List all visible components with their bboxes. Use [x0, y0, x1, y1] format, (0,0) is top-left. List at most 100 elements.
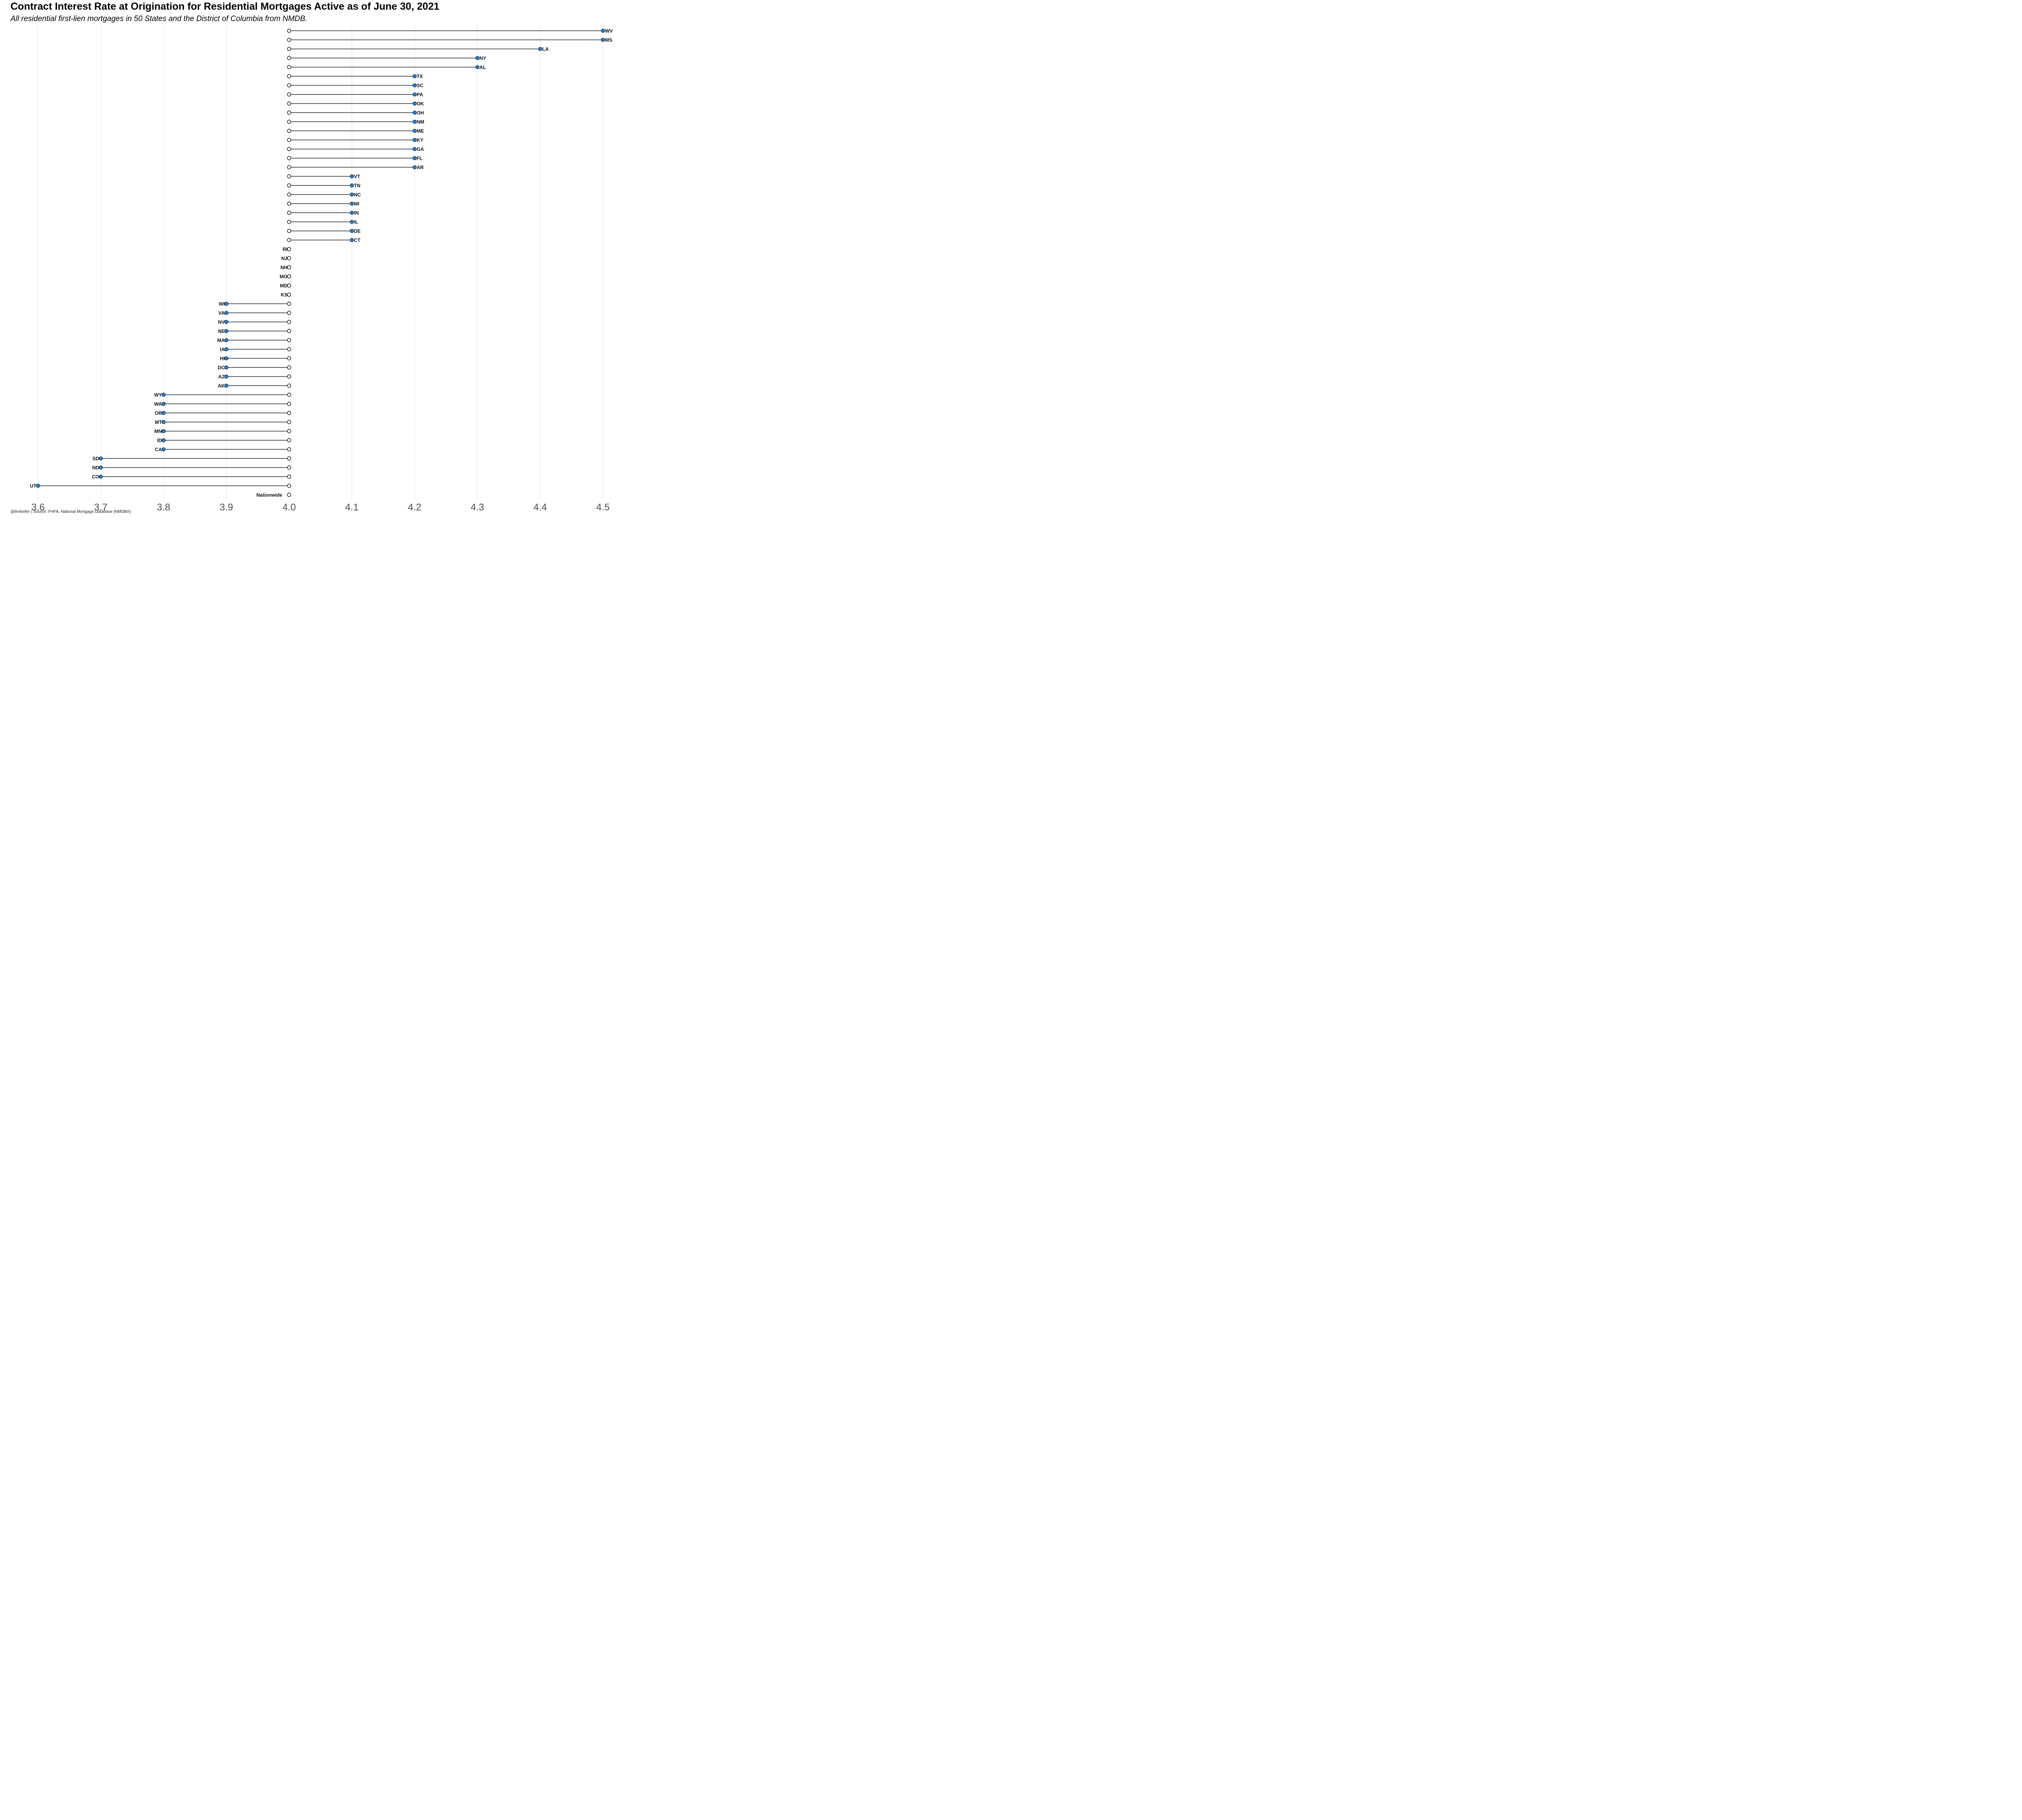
baseline-point — [287, 47, 291, 51]
state-point — [99, 466, 103, 470]
baseline-point — [287, 474, 291, 479]
x-tick-label: 3.7 — [94, 502, 108, 513]
state-row: CA — [155, 447, 291, 452]
state-label: MI — [354, 201, 359, 207]
baseline-point — [287, 311, 291, 315]
baseline-point — [287, 338, 291, 342]
baseline-point — [287, 183, 291, 188]
state-row: AZ — [218, 374, 291, 379]
state-point — [475, 56, 480, 60]
chart-title: Contract Interest Rate at Origination fo… — [11, 1, 440, 12]
baseline-point — [287, 411, 291, 415]
state-row: MI — [287, 201, 359, 207]
state-point — [350, 238, 354, 242]
baseline-point — [287, 120, 291, 124]
state-row: NY — [287, 55, 486, 61]
baseline-point — [287, 365, 291, 370]
state-label: IA — [220, 347, 225, 352]
dot-range-chart: WV MS LA NY AL TX SC PA OK OH NM ME KY GA FL AR VT TN NC MI… — [30, 25, 613, 513]
state-point — [161, 393, 166, 397]
baseline-point — [287, 329, 291, 333]
state-point — [161, 420, 166, 424]
baseline-point — [287, 274, 291, 279]
state-label: IN — [354, 210, 359, 216]
state-point — [412, 92, 417, 97]
state-label: VA — [218, 310, 225, 316]
state-point — [412, 102, 417, 106]
state-label: ID — [157, 438, 162, 443]
baseline-point — [287, 347, 291, 351]
state-label: RI — [283, 246, 288, 252]
state-label: CT — [354, 237, 361, 243]
state-point — [538, 47, 542, 51]
state-point — [224, 338, 228, 342]
baseline-point — [287, 265, 291, 269]
state-row: WV — [287, 28, 613, 34]
baseline-point — [287, 110, 291, 115]
state-label: MA — [217, 337, 225, 343]
baseline-point — [287, 284, 291, 288]
state-label: NE — [218, 328, 225, 334]
baseline-point — [287, 211, 291, 215]
state-point — [412, 156, 417, 160]
state-row: OR — [154, 410, 291, 416]
baseline-point — [287, 29, 291, 33]
state-label: MO — [280, 274, 288, 279]
baseline-point — [287, 302, 291, 306]
baseline-point — [287, 193, 291, 197]
x-tick-label: 4.3 — [471, 502, 484, 513]
state-row: UT — [30, 483, 291, 489]
state-row: ME — [287, 128, 424, 134]
state-point — [350, 193, 354, 197]
nationwide-row: Nationwide — [256, 492, 291, 498]
baseline-point — [287, 220, 291, 224]
baseline-point — [287, 102, 291, 106]
state-point — [601, 38, 605, 42]
baseline-point — [287, 201, 291, 206]
state-label: NJ — [281, 256, 288, 261]
state-label: MT — [155, 419, 162, 425]
baseline-point — [287, 174, 291, 178]
baseline-point — [287, 375, 291, 379]
x-tick-label: 4.1 — [345, 502, 358, 513]
x-tick-label: 3.9 — [220, 502, 233, 513]
x-tick-label: 3.8 — [157, 502, 170, 513]
state-row: GA — [287, 146, 424, 152]
baseline-point — [287, 292, 291, 297]
state-row: MS — [287, 37, 612, 43]
state-row: LA — [287, 46, 549, 52]
state-row: NM — [287, 119, 424, 125]
baseline-point — [287, 156, 291, 160]
state-row: MD — [280, 283, 291, 288]
state-row: ND — [92, 465, 291, 470]
state-point — [412, 147, 417, 151]
baseline-point — [287, 83, 291, 87]
state-row: ID — [157, 438, 291, 443]
baseline-point — [287, 393, 291, 397]
state-point — [350, 183, 354, 188]
grid-lines — [38, 25, 603, 500]
state-point — [224, 375, 228, 379]
state-row: MO — [280, 274, 291, 279]
state-row: IA — [220, 347, 291, 352]
baseline-point — [287, 447, 291, 451]
baseline-point — [287, 229, 291, 233]
baseline-point — [287, 320, 291, 324]
state-label: CA — [155, 447, 162, 452]
x-axis-ticks: 3.6 3.7 3.8 3.9 4.0 4.1 4.2 4.3 4.4 4.5 — [31, 502, 609, 513]
state-row: AK — [218, 383, 291, 389]
nationwide-point — [287, 493, 291, 497]
state-point — [224, 311, 228, 315]
state-label: LA — [542, 46, 549, 52]
state-label: KY — [417, 137, 423, 143]
state-label: IL — [354, 219, 358, 225]
baseline-point — [287, 429, 291, 433]
state-label: WA — [154, 401, 162, 407]
state-row: NV — [218, 319, 291, 325]
state-row: NE — [218, 328, 291, 334]
x-tick-label: 4.2 — [408, 502, 421, 513]
state-point — [350, 174, 354, 178]
state-row: WA — [154, 401, 291, 407]
state-label: DC — [218, 365, 225, 370]
state-point — [350, 201, 354, 206]
